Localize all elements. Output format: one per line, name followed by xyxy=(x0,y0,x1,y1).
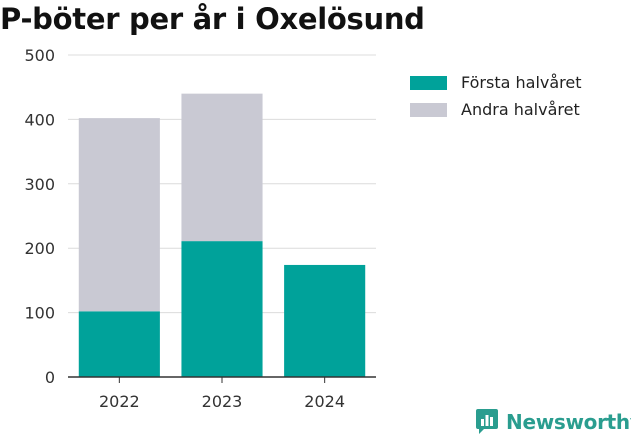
x-tick-label: 2022 xyxy=(99,392,140,411)
legend-item-forsta-halvaret: Första halvåret xyxy=(410,69,582,96)
legend-label: Första halvåret xyxy=(461,73,582,92)
legend: Första halvåret Andra halvåret xyxy=(410,69,582,123)
x-tick-label: 2024 xyxy=(304,392,345,411)
chart-title: P-böter per år i Oxelösund xyxy=(0,2,425,36)
newsworthy-logo-icon xyxy=(476,409,498,434)
bars xyxy=(78,93,366,377)
y-tick-label: 400 xyxy=(24,110,55,129)
x-tick-label: 2023 xyxy=(202,392,243,411)
y-tick-label: 100 xyxy=(24,304,55,323)
newsworthy-brand: Newsworthy xyxy=(475,408,631,436)
bar-2023-första-halvåret xyxy=(181,241,263,377)
brand-name: Newsworthy xyxy=(506,410,631,434)
y-tick-label: 0 xyxy=(45,368,55,387)
y-tick-label: 300 xyxy=(24,175,55,194)
y-tick-label: 500 xyxy=(24,46,55,65)
legend-swatch xyxy=(410,75,447,90)
legend-label: Andra halvåret xyxy=(461,100,580,119)
bar-2024-första-halvåret xyxy=(284,264,366,377)
legend-item-andra-halvaret: Andra halvåret xyxy=(410,96,582,123)
y-tick-label: 200 xyxy=(24,239,55,258)
y-tick-labels: 0 100 200 300 400 500 xyxy=(24,46,55,387)
bar-2023-andra-halvåret xyxy=(181,93,263,242)
legend-swatch xyxy=(410,102,447,117)
bar-2022-andra-halvåret xyxy=(78,118,160,312)
x-tick-labels: 2022 2023 2024 xyxy=(99,377,345,411)
bar-2022-första-halvåret xyxy=(78,311,160,377)
